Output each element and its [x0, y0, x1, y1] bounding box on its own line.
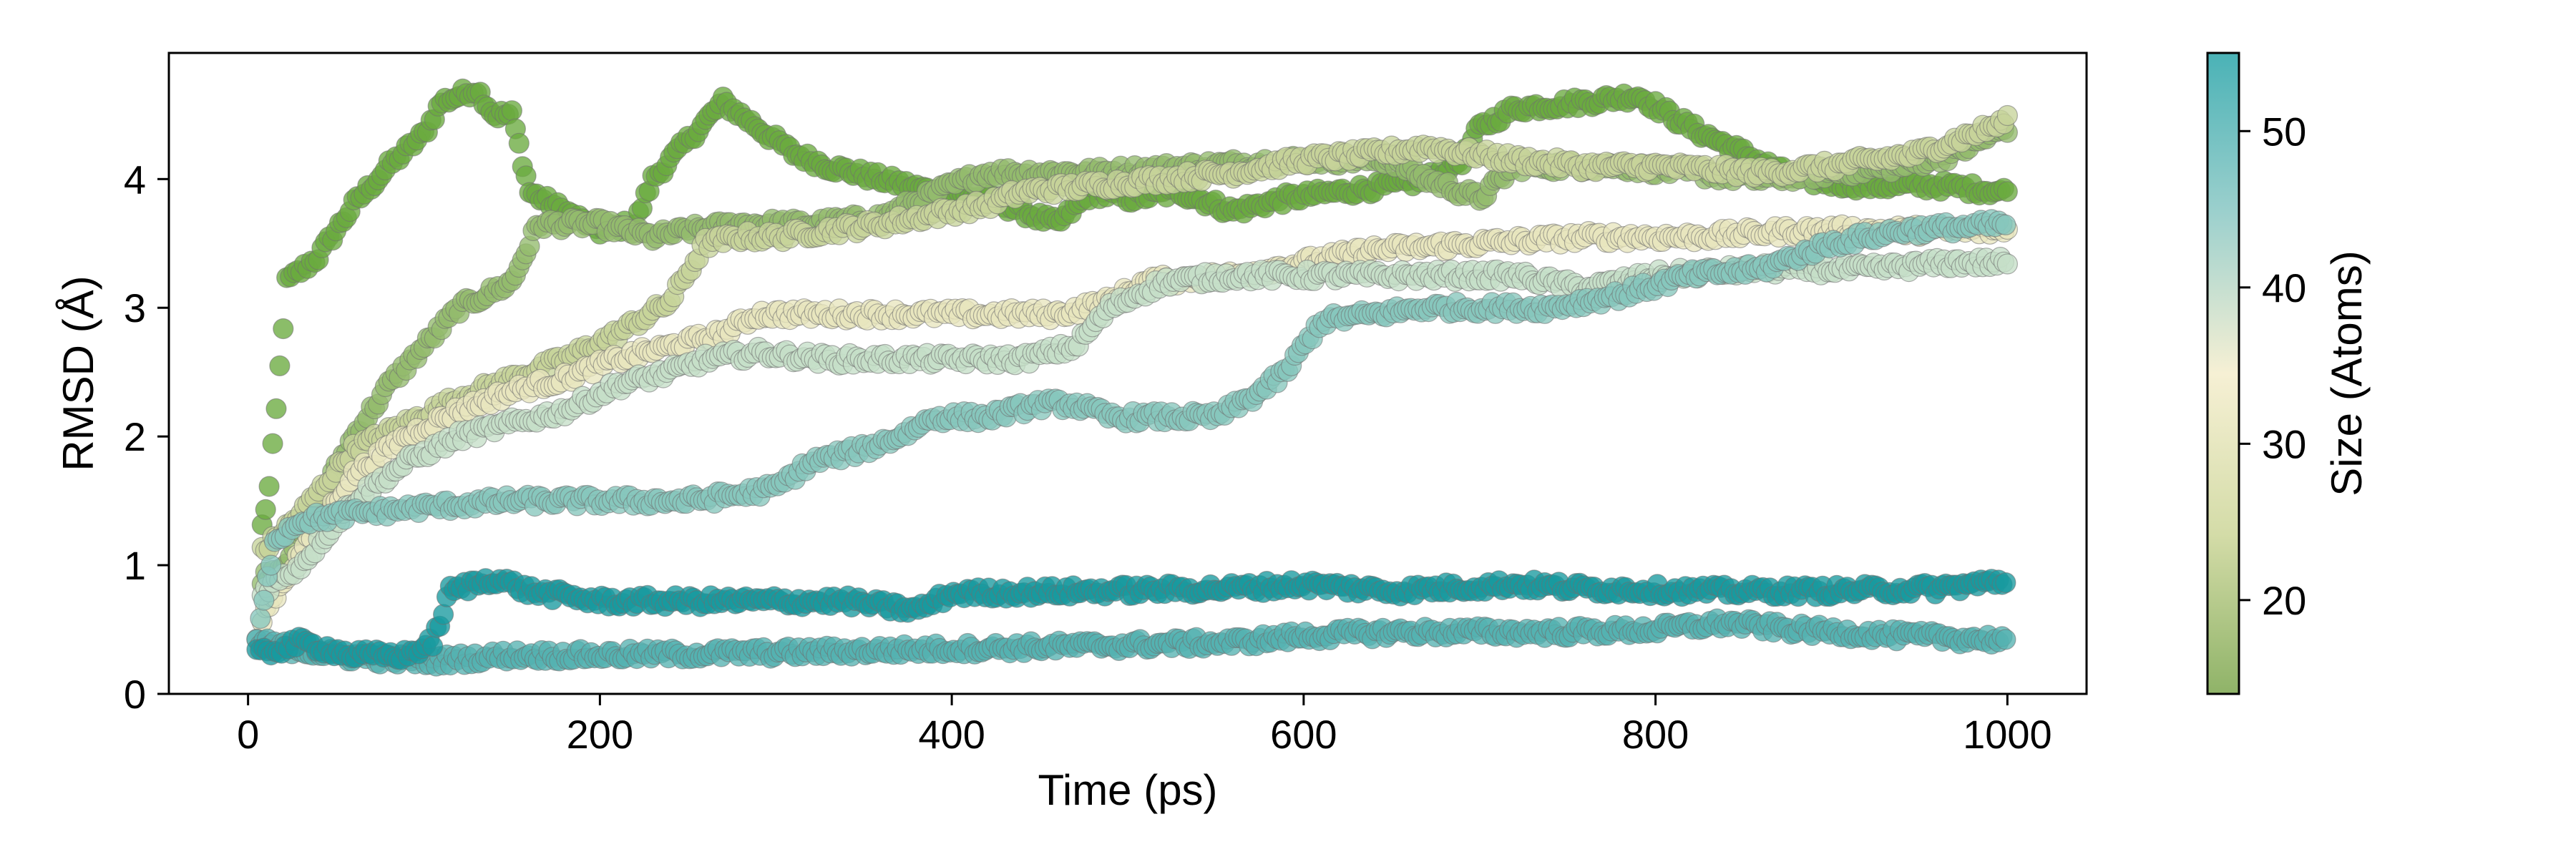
colorbar-tick-label: 20 — [2262, 578, 2306, 623]
data-point — [508, 132, 530, 154]
colorbar-gradient — [2206, 52, 2240, 695]
data-point — [1996, 253, 2018, 275]
x-tick-label: 1000 — [1963, 712, 2052, 757]
data-point — [255, 499, 276, 520]
data-point — [1995, 214, 2016, 235]
data-point — [422, 635, 444, 657]
data-point — [265, 398, 287, 419]
data-point — [432, 604, 454, 625]
colorbar-ticks: 20 30 40 50 — [2239, 109, 2306, 623]
data-point — [1996, 181, 2018, 202]
y-axis-ticks: 0 1 2 3 4 — [124, 157, 169, 717]
data-point — [260, 554, 282, 576]
colorbar: 20 30 40 50 Size (Atoms) — [2206, 52, 2371, 695]
y-tick-label: 4 — [124, 157, 146, 202]
x-tick-label: 800 — [1622, 712, 1689, 757]
colorbar-tick-label: 30 — [2262, 421, 2306, 466]
x-tick-label: 400 — [918, 712, 985, 757]
scatter-points — [246, 78, 2018, 677]
colorbar-tick-label: 50 — [2262, 109, 2306, 154]
y-tick-label: 2 — [124, 414, 146, 459]
x-tick-label: 600 — [1270, 712, 1337, 757]
data-point — [1996, 104, 2018, 127]
data-point — [258, 476, 280, 497]
series-size-52 — [246, 608, 2016, 677]
data-point — [253, 589, 275, 611]
y-tick-label: 1 — [124, 543, 146, 588]
data-point — [269, 355, 291, 376]
data-point — [250, 607, 271, 630]
x-axis-ticks: 0 200 400 600 800 1000 — [237, 694, 2052, 757]
y-axis-label: RMSD (Å) — [54, 275, 102, 471]
data-point — [1995, 629, 2016, 650]
x-tick-label: 0 — [237, 712, 259, 757]
data-point — [262, 433, 283, 454]
y-tick-label: 0 — [124, 672, 146, 717]
data-point — [1995, 572, 2016, 594]
x-tick-label: 200 — [567, 712, 633, 757]
data-point — [273, 318, 294, 340]
colorbar-tick-label: 40 — [2262, 265, 2306, 310]
y-tick-label: 3 — [124, 285, 146, 330]
colorbar-label: Size (Atoms) — [2323, 250, 2371, 496]
x-axis-label: Time (ps) — [1038, 766, 1217, 814]
data-point — [501, 100, 523, 122]
